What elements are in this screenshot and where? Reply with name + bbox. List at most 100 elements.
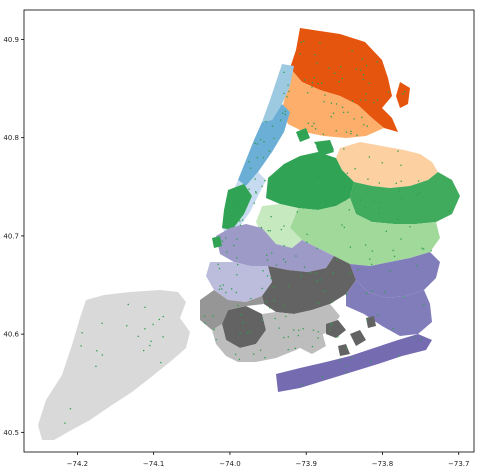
data-point (204, 322, 206, 324)
data-point (256, 157, 258, 159)
region-queens-north-peach (336, 142, 438, 188)
data-point (80, 345, 82, 347)
y-tick: 40.6 (3, 331, 24, 339)
data-point (260, 226, 262, 229)
data-point (283, 71, 285, 73)
data-point (291, 204, 293, 206)
data-point (423, 248, 425, 250)
data-point (218, 267, 221, 270)
data-point (273, 286, 275, 288)
data-point (287, 336, 289, 338)
y-tick-label: 40.8 (3, 134, 19, 142)
data-point (283, 305, 285, 307)
data-point (228, 225, 230, 227)
data-point (298, 329, 300, 331)
data-point (284, 110, 287, 112)
data-point (270, 216, 272, 218)
region-brooklyn-dark-gray-sw (222, 306, 266, 348)
data-point (307, 179, 309, 182)
y-tick-label: 40.9 (3, 36, 19, 44)
x-tick-label: −74.1 (143, 460, 164, 468)
data-point (368, 156, 370, 158)
data-point (239, 220, 241, 222)
data-point (289, 166, 292, 169)
data-point (400, 180, 402, 182)
data-point (237, 263, 239, 266)
data-point (448, 210, 451, 212)
data-point (359, 99, 362, 101)
data-point (295, 255, 297, 257)
data-point (281, 112, 284, 114)
x-tick-label: −73.8 (372, 460, 393, 468)
data-point (345, 365, 347, 367)
data-points (64, 40, 451, 424)
data-point (239, 224, 242, 226)
data-point (400, 197, 403, 199)
data-point (126, 325, 128, 327)
data-point (259, 349, 262, 351)
data-point (398, 355, 400, 357)
data-point (253, 202, 255, 204)
data-point (417, 180, 420, 182)
data-point (267, 230, 269, 232)
region-brooklyn-lavender (206, 262, 272, 302)
data-point (299, 53, 301, 55)
data-point (269, 307, 271, 309)
data-point (324, 197, 326, 199)
data-point (371, 290, 373, 292)
data-point (344, 199, 347, 201)
data-point (261, 185, 263, 187)
data-point (218, 288, 221, 290)
data-point (365, 207, 367, 209)
data-point (236, 257, 238, 259)
borough-regions (38, 28, 460, 440)
data-point (340, 66, 342, 68)
data-point (297, 168, 299, 171)
data-point (313, 77, 315, 79)
data-point (350, 130, 352, 132)
data-point (304, 175, 306, 178)
data-point (247, 332, 249, 334)
data-point (345, 131, 348, 133)
data-point (350, 133, 352, 135)
data-point (304, 79, 306, 81)
data-point (311, 125, 313, 127)
data-point (144, 328, 146, 330)
region-bay-island-4 (366, 316, 376, 328)
data-point (288, 90, 290, 93)
data-point (397, 218, 399, 220)
data-point (316, 62, 318, 64)
data-point (328, 194, 330, 196)
data-point (278, 327, 280, 329)
data-point (266, 259, 269, 261)
data-point (143, 349, 145, 352)
data-point (335, 103, 338, 105)
x-tick-label: −74.0 (219, 460, 240, 468)
data-point (284, 113, 286, 116)
data-point (355, 68, 357, 70)
data-point (367, 178, 369, 180)
data-point (234, 201, 237, 204)
data-point (101, 354, 103, 356)
data-point (328, 67, 330, 69)
data-point (363, 74, 365, 76)
data-point (280, 228, 282, 231)
data-point (222, 284, 224, 286)
data-point (283, 245, 285, 247)
data-point (304, 131, 307, 133)
data-point (283, 225, 285, 227)
data-point (366, 125, 368, 127)
data-point (294, 347, 296, 349)
data-point (300, 275, 302, 277)
data-point (376, 99, 379, 101)
data-point (302, 328, 304, 330)
data-point (421, 247, 423, 249)
data-point (231, 199, 234, 201)
data-point (418, 192, 421, 194)
data-point (248, 188, 250, 190)
data-point (315, 128, 317, 130)
data-point (371, 250, 373, 252)
data-point (162, 336, 164, 338)
data-point (369, 360, 372, 363)
